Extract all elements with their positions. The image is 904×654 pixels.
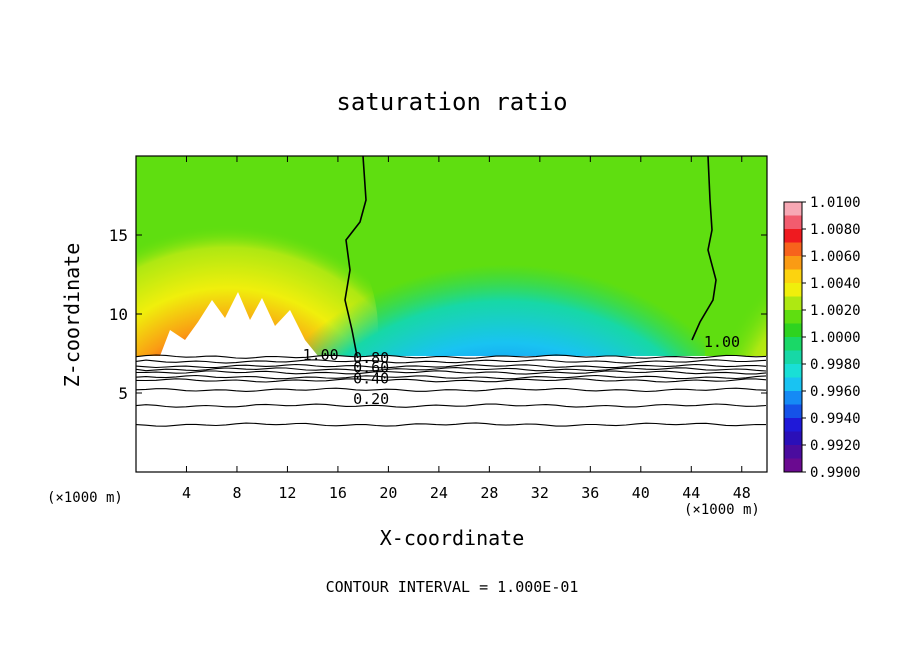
y-tick-label: 10 xyxy=(109,305,128,324)
colorbar: 1.0100 1.0080 1.0060 1.0040 1.0020 1.0000 0.99… xyxy=(783,195,861,481)
contour-line xyxy=(135,378,767,383)
colorbar-label: 1.0080 xyxy=(810,222,861,238)
x-tick-label: 8 xyxy=(232,484,241,502)
contour-label: 1.00 xyxy=(704,333,740,351)
contour-labels: 1.00 0.800.600.40 0.20 1.00 xyxy=(303,333,740,408)
contour-label: 1.00 xyxy=(303,346,339,364)
x-tick-label: 16 xyxy=(329,484,347,502)
contour-label: 0.40 xyxy=(353,370,389,388)
colorbar-swatch xyxy=(784,364,802,378)
colorbar-swatch xyxy=(784,431,802,446)
colorbar-swatch xyxy=(784,323,802,338)
colorbar-swatch xyxy=(784,350,802,365)
colorbar-label: 0.9980 xyxy=(810,357,861,373)
colorbar-swatch xyxy=(784,229,802,243)
colorbar-swatch xyxy=(784,418,802,432)
lower-white-region xyxy=(136,356,767,472)
contour-label: 0.60 xyxy=(353,358,389,376)
colorbar-label: 1.0000 xyxy=(810,330,861,346)
colorbar-swatch xyxy=(784,458,802,473)
x-tick-label: 20 xyxy=(379,484,397,502)
colorbar-swatch xyxy=(784,283,802,297)
contour-line xyxy=(135,363,767,369)
x-tick-label: 24 xyxy=(430,484,448,502)
colorbar-swatch xyxy=(784,337,802,351)
contour-lines xyxy=(135,155,767,427)
colorbar-label: 1.0100 xyxy=(810,195,861,211)
colorbar-swatch xyxy=(784,269,802,284)
colorbar-swatch xyxy=(784,215,802,230)
y-tick-label: 15 xyxy=(109,226,128,245)
chart-title: saturation ratio xyxy=(336,88,568,116)
contour-line xyxy=(135,367,767,372)
colorbar-label: 0.9920 xyxy=(810,438,861,454)
x-axis-unit-left: (×1000 m) xyxy=(47,490,123,506)
contour-interval-note: CONTOUR INTERVAL = 1.000E-01 xyxy=(325,578,579,596)
colorbar-swatch xyxy=(784,256,802,270)
heatmap-field xyxy=(136,156,767,472)
y-axis-label: Z-coordinate xyxy=(60,242,84,388)
colorbar-label: 0.9940 xyxy=(810,411,861,427)
colorbar-label: 1.0040 xyxy=(810,276,861,292)
colorbar-swatch xyxy=(784,445,802,459)
contour-line xyxy=(135,387,767,393)
x-tick-label: 48 xyxy=(733,484,751,502)
colorbar-label: 1.0060 xyxy=(810,249,861,265)
contour-line xyxy=(135,403,767,408)
x-tick-label: 44 xyxy=(682,484,700,502)
colorbar-swatch xyxy=(784,310,802,324)
contour-line xyxy=(135,370,767,375)
heatmap-white-cloud-left xyxy=(160,292,318,356)
colorbar-swatch xyxy=(784,296,802,311)
colorbar-swatch xyxy=(784,404,802,419)
y-axis: 5 10 15 xyxy=(109,226,767,403)
colorbar-label: 0.9900 xyxy=(810,465,861,481)
contour-label: 0.80 xyxy=(353,349,389,367)
y-tick-label: 5 xyxy=(118,384,128,403)
x-tick-label: 28 xyxy=(480,484,498,502)
x-tick-label: 4 xyxy=(182,484,191,502)
colorbar-label: 1.0020 xyxy=(810,303,861,319)
x-tick-label: 36 xyxy=(581,484,599,502)
colorbar-label: 0.9960 xyxy=(810,384,861,400)
contour-label: 0.20 xyxy=(353,390,389,408)
contour-line-1-00-right xyxy=(691,155,717,341)
colorbar-swatch xyxy=(784,242,802,257)
x-axis-label: X-coordinate xyxy=(379,526,525,550)
contour-line xyxy=(135,374,767,380)
x-axis-unit-right: (×1000 m) xyxy=(684,502,760,518)
contour-line xyxy=(135,354,767,359)
contour-line xyxy=(135,359,767,364)
x-tick-label: 40 xyxy=(632,484,650,502)
colorbar-swatch xyxy=(784,202,802,216)
x-tick-label: 32 xyxy=(531,484,549,502)
contour-line-1-00-left xyxy=(344,155,367,357)
contour-line xyxy=(135,422,767,427)
x-tick-label: 12 xyxy=(278,484,296,502)
colorbar-swatch xyxy=(784,377,802,392)
colorbar-swatch xyxy=(784,391,802,405)
x-axis: 4 8 12 16 20 24 28 32 36 40 44 48 xyxy=(182,156,751,502)
